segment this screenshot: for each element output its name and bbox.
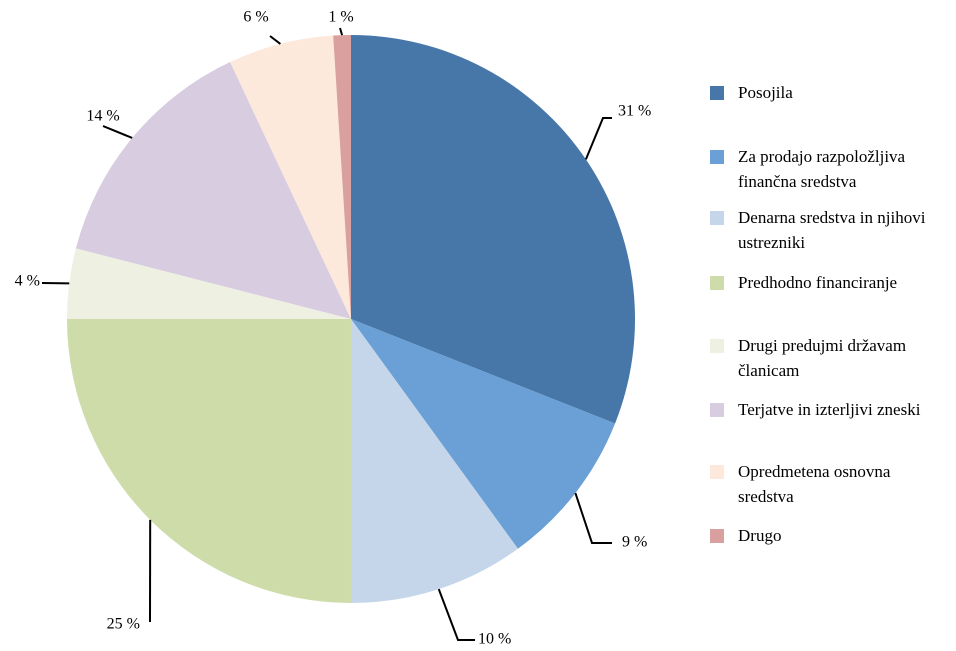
- legend-swatch: [710, 465, 724, 479]
- legend-item: Predhodno financiranje: [710, 270, 930, 295]
- legend-label: Drugi predujmi državam članicam: [738, 336, 907, 380]
- legend-item: Terjatve in izterljivi zneski: [710, 397, 930, 422]
- legend-item: Drugo: [710, 523, 930, 548]
- leader-line: [584, 117, 612, 160]
- legend-item: Posojila: [710, 80, 930, 105]
- data-label: 10 %: [478, 631, 511, 648]
- legend-swatch: [710, 276, 724, 290]
- leader-line: [269, 35, 281, 45]
- legend-label: Posojila: [738, 83, 793, 102]
- data-label: 31 %: [618, 103, 651, 120]
- data-label: 14 %: [86, 108, 119, 125]
- legend-item: Denarna sredstva in njihovi ustrezniki: [710, 205, 930, 255]
- legend-label: Terjatve in izterljivi zneski: [738, 400, 921, 419]
- data-label: 25 %: [107, 616, 140, 633]
- pie-slice: [351, 319, 518, 603]
- leader-line: [574, 492, 612, 544]
- pie-slice: [351, 35, 635, 424]
- pie-slice: [67, 319, 351, 603]
- legend-swatch: [710, 529, 724, 543]
- legend-item: Drugi predujmi državam članicam: [710, 333, 930, 383]
- leader-line: [102, 125, 133, 139]
- pie-slice: [333, 35, 351, 319]
- leader-line: [437, 588, 475, 641]
- data-label: 6 %: [243, 9, 268, 26]
- legend-label: Opredmetena osnovna sredstva: [738, 462, 891, 506]
- legend-label: Drugo: [738, 526, 782, 545]
- pie-slice: [75, 62, 352, 320]
- pie-slice: [67, 248, 351, 319]
- pie-slice: [351, 319, 616, 549]
- legend-swatch: [710, 339, 724, 353]
- legend-item: Opredmetena osnovna sredstva: [710, 459, 930, 509]
- legend-swatch: [710, 86, 724, 100]
- legend-label: Predhodno financiranje: [738, 273, 898, 292]
- legend-swatch: [710, 150, 724, 164]
- data-label: 4 %: [15, 273, 40, 290]
- legend-label: Za prodajo razpoložljiva finančna sredst…: [738, 147, 906, 191]
- data-label: 9 %: [622, 534, 647, 551]
- legend-label: Denarna sredstva in njihovi ustrezniki: [738, 208, 926, 252]
- data-label: 1 %: [328, 9, 353, 26]
- legend-item: Za prodajo razpoložljiva finančna sredst…: [710, 144, 930, 194]
- legend-swatch: [710, 211, 724, 225]
- leader-line: [339, 27, 344, 36]
- pie-slice: [230, 35, 351, 319]
- legend-swatch: [710, 403, 724, 417]
